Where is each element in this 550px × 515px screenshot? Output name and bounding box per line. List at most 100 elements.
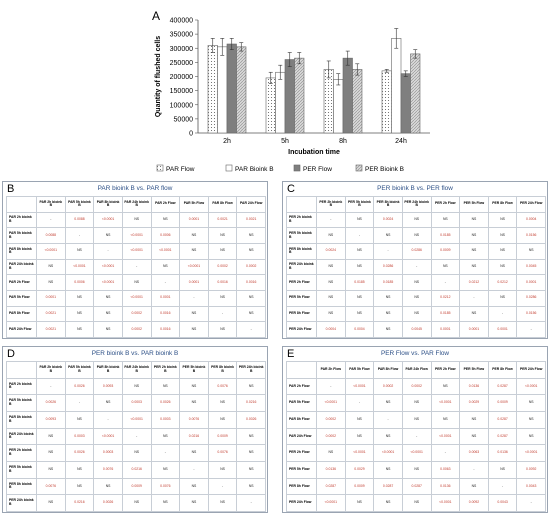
p-value-cell: NS	[36, 258, 66, 276]
row-header: PAR 8h Flow	[6, 305, 37, 323]
row-header: PER 8h Flow	[286, 477, 317, 496]
p-value-cell: 0.0002	[207, 258, 238, 276]
p-value-cell: NS	[401, 305, 432, 323]
corner-cell	[286, 196, 317, 213]
p-value-cell: NS	[316, 274, 346, 291]
row-header: PAR 8h Flow	[286, 410, 317, 429]
p-value-cell: NS	[150, 377, 181, 396]
p-value-cell: <0.0001	[316, 394, 346, 412]
p-value-cell: 0.0216	[179, 427, 209, 446]
p-value-cell: <0.0001	[430, 394, 461, 412]
row-header: PER 5h Flow	[286, 460, 317, 479]
p-value-cell: NS	[487, 258, 518, 276]
column-header: PER 24h bioink B	[401, 196, 432, 213]
table-row: PAR 2h bioink B -0.0088 <0.0001 NS NS 0.0001 0…	[6, 211, 266, 229]
p-value-cell: NS	[344, 211, 375, 229]
bar-par-flow	[207, 45, 218, 134]
p-value-cell: NS	[401, 460, 432, 479]
p-value-cell: NS	[93, 305, 123, 323]
p-value-cell: 0.0093	[36, 410, 66, 429]
p-value-cell: 0.0002	[316, 427, 346, 446]
p-value-cell: NS	[236, 227, 266, 244]
row-header: PAR 24h bioink B	[6, 427, 37, 446]
column-header: PAR 5h Flow	[179, 196, 209, 213]
table-row: PAR 2h bioink B -0.0026 0.0093 NS NS NS 0.0076…	[6, 377, 266, 396]
y-tick-label: 350000	[170, 32, 193, 39]
panel-letter: C	[287, 183, 295, 195]
p-value-cell: NS	[121, 274, 152, 291]
p-value-cell: -	[373, 242, 403, 260]
p-value-cell: <0.0001	[430, 494, 461, 512]
p-value-cell: NS	[64, 410, 95, 429]
p-value-cell: <0.0001	[93, 211, 123, 229]
p-value-cell: 0.0002	[373, 377, 403, 396]
row-header: PAR 24h bioink B	[6, 258, 37, 276]
p-value-cell: NS	[401, 410, 432, 429]
p-value-cell: 0.0002	[316, 410, 346, 429]
column-header: PAR 5h bioink B	[64, 361, 95, 379]
p-value-cell: 0.0002	[121, 321, 152, 338]
column-header: PER 8h Flow	[487, 196, 518, 213]
column-header: PER 24h Flow	[516, 196, 546, 213]
table-row: PAR 24h Flow 0.0002 NS NS - <0.0001 NS 0.0287 NS	[286, 427, 546, 446]
table-panel-d: D PER bioink B vs. PAR bioink B PAR 2h bio…	[2, 346, 268, 513]
p-value-cell: NS	[236, 377, 266, 396]
p-value-cell: NS	[373, 494, 403, 512]
y-tick-label: 150000	[170, 88, 193, 95]
row-header: PER 5h bioink B	[6, 460, 37, 479]
p-value-cell: <0.0001	[516, 444, 546, 462]
p-value-cell: NS	[459, 410, 489, 429]
column-header: PAR 24h Flow	[401, 361, 432, 379]
p-value-cell: 0.0136	[459, 377, 489, 396]
row-header: PAR 5h Flow	[6, 289, 37, 307]
p-value-cell: NS	[36, 274, 66, 291]
p-value-cell: 0.0021	[36, 321, 66, 338]
p-value-cell: 0.0287	[487, 377, 518, 396]
p-value-cell: NS	[36, 494, 66, 512]
p-value-cell: NS	[236, 460, 266, 479]
p-value-cell: -	[430, 444, 461, 462]
p-value-cell: NS	[207, 289, 238, 307]
p-value-cell: 0.0029	[459, 394, 489, 412]
p-value-cell: -	[36, 377, 66, 396]
p-value-cell: <0.0001	[401, 444, 432, 462]
p-value-cell: -	[459, 460, 489, 479]
p-value-cell: -	[373, 410, 403, 429]
p-value-cell: NS	[459, 227, 489, 244]
row-header: PER 24h Flow	[286, 494, 317, 512]
table-row: PER 8h bioink B 0.0024 NS -0.0286 0.0009 NS NS…	[286, 242, 546, 260]
p-value-cell: 0.0076	[207, 444, 238, 462]
column-header: PER 8h bioink B	[207, 361, 238, 379]
p-value-cell: 0.0001	[487, 321, 518, 338]
p-value-cell: 0.0003	[121, 394, 152, 412]
p-value-cell: 0.0216	[236, 394, 266, 412]
p-value-cell: NS	[207, 227, 238, 244]
table-panel-c: C PER bioink B vs. PER flow PER 2h bioink …	[282, 181, 548, 339]
column-header: PER 8h bioink B	[373, 196, 403, 213]
p-value-cell: NS	[373, 227, 403, 244]
p-value-cell: NS	[487, 227, 518, 244]
p-value-cell: NS	[207, 494, 238, 512]
table-row: PAR 24h bioink B NS <0.0001 <0.0001- NS <0.00…	[6, 258, 266, 276]
bar-par-flow	[323, 69, 334, 134]
table-row: PER 5h Flow 0.0136 0.0029 NS NS 0.0063- NS 0.00…	[286, 460, 546, 479]
y-tick-label: 250000	[170, 60, 193, 67]
x-tick-label: 5h	[281, 138, 289, 145]
p-value-cell: NS	[344, 258, 375, 276]
p-value-cell: NS	[36, 444, 66, 462]
p-value-cell: 0.0043	[487, 494, 518, 512]
p-value-cell: NS	[179, 227, 209, 244]
x-tick-label: 24h	[395, 138, 407, 145]
p-value-cell: <0.0001	[150, 242, 181, 260]
p-value-cell: -	[487, 305, 518, 323]
p-value-cell: NS	[459, 427, 489, 446]
p-value-cell: -	[236, 321, 266, 338]
bar-par-bioink-b	[217, 46, 228, 134]
p-value-cell: NS	[150, 427, 181, 446]
p-value-cell: <0.0001	[373, 444, 403, 462]
legend-swatch	[156, 164, 164, 172]
row-header: PER 2h bioink B	[286, 211, 317, 229]
row-header: PAR 5h Flow	[286, 394, 317, 412]
p-value-cell: -	[207, 477, 238, 496]
p-value-cell: NS	[150, 211, 181, 229]
